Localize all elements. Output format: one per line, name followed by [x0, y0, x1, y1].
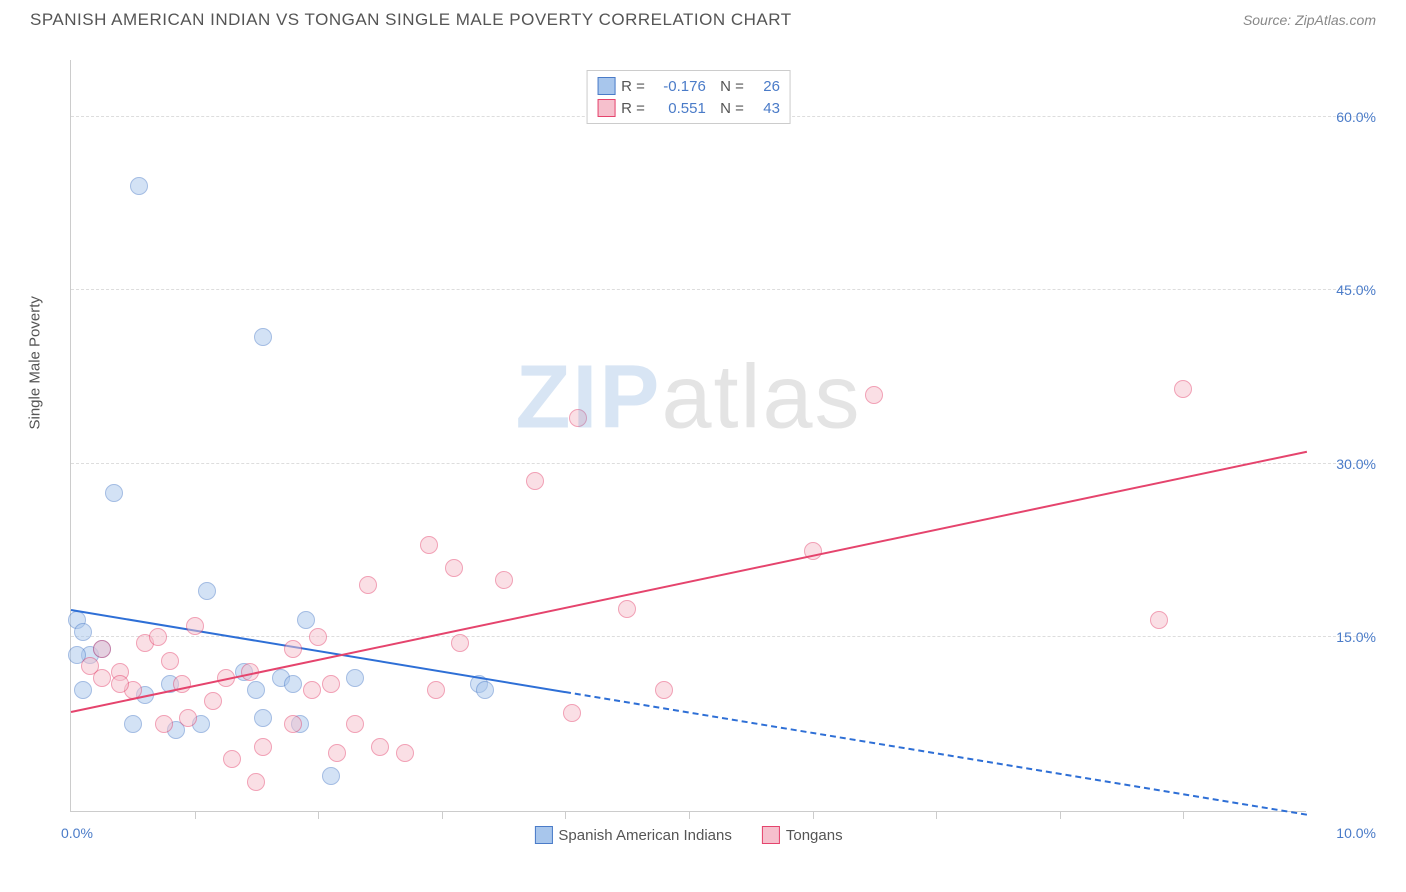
scatter-point	[247, 773, 265, 791]
scatter-point	[161, 652, 179, 670]
scatter-point	[198, 582, 216, 600]
scatter-point	[74, 681, 92, 699]
x-tick	[813, 811, 814, 819]
scatter-point	[427, 681, 445, 699]
r-value: -0.176	[651, 78, 706, 95]
scatter-point	[865, 386, 883, 404]
x-tick	[1183, 811, 1184, 819]
legend-swatch	[597, 77, 615, 95]
n-label: N =	[712, 100, 744, 117]
scatter-point	[495, 571, 513, 589]
scatter-point	[303, 681, 321, 699]
x-tick	[195, 811, 196, 819]
scatter-point	[451, 634, 469, 652]
scatter-point	[371, 738, 389, 756]
x-tick	[442, 811, 443, 819]
scatter-point	[346, 715, 364, 733]
gridline-h	[71, 289, 1366, 290]
watermark: ZIPatlas	[515, 346, 861, 449]
scatter-point	[346, 669, 364, 687]
scatter-point	[179, 709, 197, 727]
source-label: Source: ZipAtlas.com	[1243, 12, 1376, 28]
chart-title: SPANISH AMERICAN INDIAN VS TONGAN SINGLE…	[30, 10, 792, 30]
scatter-point	[284, 640, 302, 658]
scatter-point	[254, 738, 272, 756]
legend-item: Tongans	[762, 826, 843, 844]
scatter-point	[284, 715, 302, 733]
series-legend: Spanish American Indians Tongans	[534, 826, 842, 844]
scatter-point	[563, 704, 581, 722]
scatter-point	[93, 640, 111, 658]
gridline-h	[71, 636, 1366, 637]
scatter-point	[526, 472, 544, 490]
scatter-point	[254, 328, 272, 346]
r-label: R =	[621, 100, 645, 117]
scatter-point	[74, 623, 92, 641]
y-tick-label: 45.0%	[1336, 282, 1376, 298]
chart-header: SPANISH AMERICAN INDIAN VS TONGAN SINGLE…	[0, 0, 1406, 38]
legend-label: Spanish American Indians	[558, 827, 731, 844]
x-tick	[1060, 811, 1061, 819]
gridline-h	[71, 463, 1366, 464]
r-value: 0.551	[651, 100, 706, 117]
x-tick	[565, 811, 566, 819]
scatter-point	[322, 767, 340, 785]
scatter-point	[124, 715, 142, 733]
scatter-point	[111, 675, 129, 693]
scatter-point	[93, 669, 111, 687]
scatter-point	[569, 409, 587, 427]
trend-line	[71, 450, 1307, 712]
chart-container: Single Male Poverty ZIPatlas R = -0.176 …	[50, 50, 1386, 852]
x-tick-label: 0.0%	[61, 825, 93, 841]
scatter-point	[105, 484, 123, 502]
legend-swatch	[534, 826, 552, 844]
scatter-point	[322, 675, 340, 693]
plot-area: ZIPatlas R = -0.176 N = 26R = 0.551 N = …	[70, 60, 1306, 812]
watermark-zip: ZIP	[515, 347, 661, 447]
x-tick	[936, 811, 937, 819]
scatter-point	[309, 628, 327, 646]
scatter-point	[297, 611, 315, 629]
scatter-point	[655, 681, 673, 699]
trend-line-extrapolated	[565, 691, 1307, 816]
x-tick	[318, 811, 319, 819]
legend-swatch	[762, 826, 780, 844]
stats-legend-row: R = -0.176 N = 26	[597, 75, 780, 97]
scatter-point	[420, 536, 438, 554]
scatter-point	[149, 628, 167, 646]
scatter-point	[130, 177, 148, 195]
y-tick-label: 60.0%	[1336, 109, 1376, 125]
y-tick-label: 15.0%	[1336, 629, 1376, 645]
y-axis-title: Single Male Poverty	[27, 296, 44, 429]
scatter-point	[1150, 611, 1168, 629]
legend-label: Tongans	[786, 827, 843, 844]
scatter-point	[1174, 380, 1192, 398]
scatter-point	[223, 750, 241, 768]
x-tick-label: 10.0%	[1336, 825, 1376, 841]
scatter-point	[254, 709, 272, 727]
scatter-point	[618, 600, 636, 618]
scatter-point	[247, 681, 265, 699]
stats-legend: R = -0.176 N = 26R = 0.551 N = 43	[586, 70, 791, 124]
watermark-atlas: atlas	[661, 347, 861, 447]
legend-swatch	[597, 99, 615, 117]
y-tick-label: 30.0%	[1336, 456, 1376, 472]
scatter-point	[445, 559, 463, 577]
x-tick	[689, 811, 690, 819]
legend-item: Spanish American Indians	[534, 826, 731, 844]
scatter-point	[476, 681, 494, 699]
scatter-point	[204, 692, 222, 710]
n-label: N =	[712, 78, 744, 95]
scatter-point	[186, 617, 204, 635]
scatter-point	[155, 715, 173, 733]
scatter-point	[396, 744, 414, 762]
scatter-point	[359, 576, 377, 594]
r-label: R =	[621, 78, 645, 95]
n-value: 26	[750, 78, 780, 95]
scatter-point	[284, 675, 302, 693]
scatter-point	[328, 744, 346, 762]
stats-legend-row: R = 0.551 N = 43	[597, 97, 780, 119]
n-value: 43	[750, 100, 780, 117]
